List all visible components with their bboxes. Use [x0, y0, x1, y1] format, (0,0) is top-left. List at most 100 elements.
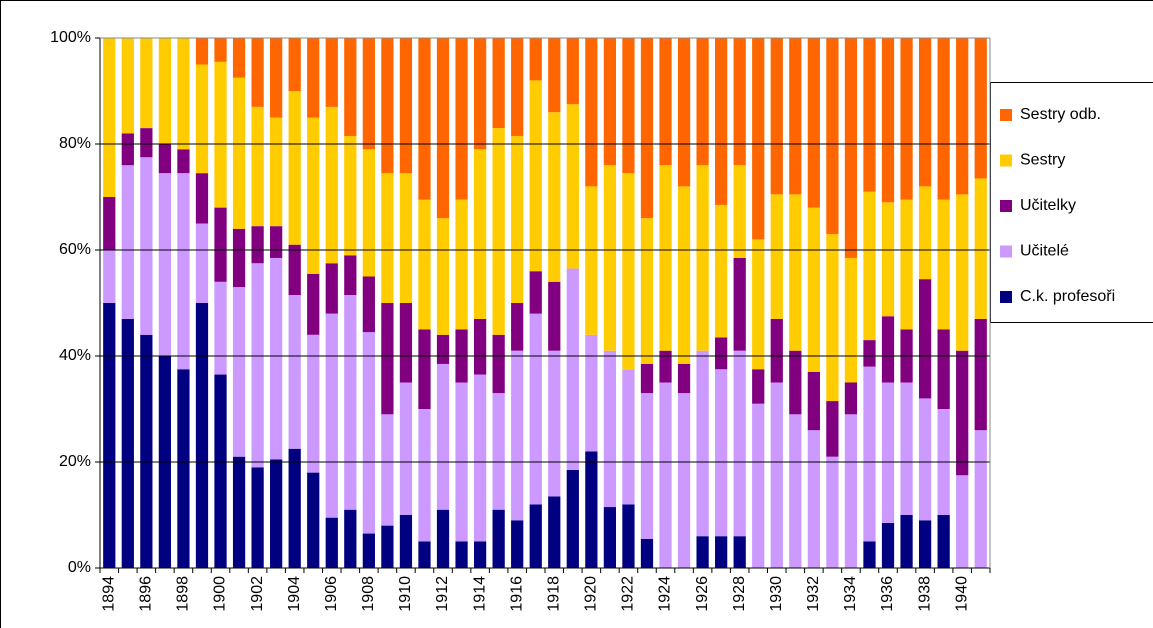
bar-segment: [900, 382, 913, 515]
bar-segment: [418, 329, 431, 409]
x-tick-label: 1910: [397, 576, 414, 612]
bar-segment: [195, 64, 209, 174]
bar-segment: [214, 61, 227, 208]
x-tick-label: 1938: [916, 576, 933, 612]
bar-segment: [177, 369, 190, 568]
bar-segment: [121, 318, 134, 568]
bar-segment: [585, 451, 598, 568]
bar-segment: [325, 106, 338, 264]
legend-box: [990, 82, 1153, 323]
bar-segment: [270, 226, 283, 258]
bar-segment: [696, 165, 709, 351]
bar-segment: [399, 303, 413, 383]
bar-segment: [640, 38, 654, 219]
bar-segment: [696, 350, 709, 537]
bar-segment: [121, 165, 134, 319]
x-tick-label: 1930: [768, 576, 785, 612]
bar-segment: [548, 350, 561, 497]
bar-segment: [881, 202, 895, 317]
x-tick-label: 1920: [583, 576, 600, 612]
bar-segment: [436, 509, 450, 568]
bar-segment: [622, 504, 635, 568]
bar-segment: [956, 475, 969, 568]
bar-segment: [789, 350, 802, 415]
bar-segment: [881, 382, 895, 523]
bar-segment: [622, 38, 635, 174]
bar-segment: [325, 263, 338, 314]
bar-segment: [362, 276, 375, 333]
bar-segment: [566, 38, 579, 105]
bar-segment: [511, 350, 524, 521]
bar-segment: [622, 369, 635, 505]
bar-segment: [640, 538, 654, 568]
y-tick-label: 60%: [59, 241, 91, 258]
bar-segment: [900, 38, 913, 200]
bar-segment: [103, 197, 116, 250]
x-tick-label: 1922: [620, 576, 637, 612]
bar-segment: [733, 257, 746, 351]
bar-segment: [344, 509, 357, 568]
bar-segment: [715, 536, 728, 568]
bar-segment: [770, 194, 783, 319]
bar-segment: [344, 255, 357, 296]
bar-segment: [677, 186, 691, 364]
bar-segment: [715, 337, 728, 370]
bar-segment: [752, 239, 765, 370]
bar-segment: [344, 295, 357, 510]
bar-segment: [844, 38, 858, 258]
bar-segment: [881, 316, 895, 383]
bar-segment: [103, 38, 116, 197]
bar-segment: [473, 38, 487, 150]
x-tick-label: 1896: [138, 576, 155, 612]
bar-segment: [436, 363, 450, 510]
bar-segment: [937, 329, 950, 409]
y-tick-label: 40%: [59, 347, 91, 364]
bar-segment: [900, 515, 913, 568]
legend-label: C.k. profesoři: [1020, 288, 1115, 305]
bar-segment: [863, 340, 876, 367]
bar-segment: [307, 117, 320, 274]
bar-segment: [362, 332, 375, 534]
bar-segment: [585, 38, 598, 187]
bar-segment: [974, 38, 987, 179]
bar-segment: [436, 334, 450, 364]
bar-segment: [270, 257, 283, 460]
bar-segment: [270, 459, 283, 568]
bar-segment: [770, 318, 783, 383]
bar-segment: [844, 382, 858, 415]
bar-segment: [826, 38, 839, 235]
bar-segment: [251, 467, 264, 568]
bar-segment: [585, 186, 598, 335]
bar-segment: [492, 393, 505, 510]
legend-label: Sestry: [1020, 152, 1065, 169]
bar-segment: [325, 313, 338, 518]
bar-segment: [640, 218, 654, 364]
bar-segment: [677, 38, 691, 187]
bar-segment: [529, 313, 542, 505]
bar-segment: [195, 38, 209, 65]
bar-segment: [677, 363, 691, 394]
bar-segment: [288, 448, 301, 568]
bar-segment: [826, 401, 839, 457]
bar-segment: [733, 38, 746, 166]
bar-segment: [511, 136, 524, 303]
bar-segment: [473, 149, 487, 319]
bar-segment: [270, 117, 283, 227]
bar-segment: [548, 281, 561, 351]
bar-segment: [288, 91, 301, 245]
bar-segment: [529, 38, 542, 81]
bar-segment: [603, 507, 617, 568]
bar-segment: [158, 173, 172, 356]
bar-segment: [548, 112, 561, 282]
bar-segment: [362, 533, 375, 568]
bar-segment: [473, 374, 487, 542]
legend-label: Učitelky: [1020, 197, 1076, 214]
bar-segment: [974, 318, 987, 431]
bar-segment: [807, 371, 820, 431]
bar-segment: [789, 414, 802, 568]
bar-segment: [659, 350, 672, 383]
bar-segment: [937, 38, 950, 200]
bar-segment: [715, 369, 728, 537]
bar-segment: [918, 38, 932, 187]
